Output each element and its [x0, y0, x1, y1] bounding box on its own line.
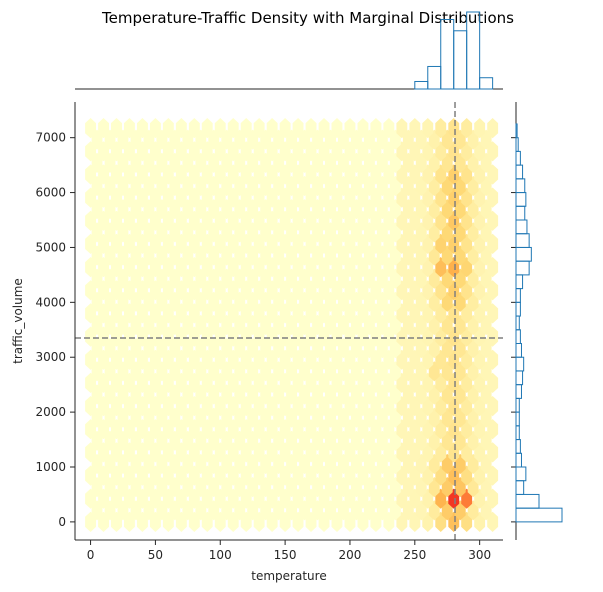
right-marginal-bar: [515, 301, 521, 317]
right-marginal-bar: [515, 480, 525, 495]
x-tick-label: 150: [274, 548, 297, 562]
hexbin-cell: [461, 118, 473, 139]
hexbin-cell: [474, 118, 486, 139]
hexbin-cell: [150, 118, 161, 139]
right-marginal-bar: [515, 493, 540, 509]
hexbin-cell: [357, 118, 369, 139]
right-marginal-bar: [515, 411, 520, 427]
hexbin-cell: [487, 118, 499, 139]
y-axis-label: traffic_volume: [11, 278, 25, 364]
right-marginal-ticks: [511, 137, 516, 523]
hexbin-layer: [85, 118, 499, 532]
hexbin-cell: [331, 118, 343, 139]
x-tick-label: 250: [403, 548, 426, 562]
y-tick-label: 2000: [35, 405, 66, 419]
y-tick-label: 5000: [35, 240, 66, 254]
right-marginal-bar: [515, 178, 526, 194]
y-ticks: 0 1000 2000 3000 4000 5000 6000 7000: [35, 131, 75, 529]
hexbin-cell: [201, 118, 213, 139]
hexbin-cell: [344, 118, 356, 139]
hexbin-cell: [435, 118, 447, 139]
hexbin-cell: [175, 118, 187, 139]
hexbin-cell: [137, 118, 148, 139]
hexbin-cell: [409, 118, 421, 139]
hexbin-cell: [162, 118, 174, 139]
hexbin-cell: [124, 118, 135, 139]
right-marginal-bar: [515, 370, 524, 386]
temperature-marginal-histogram: [75, 11, 503, 90]
y-tick-label: 7000: [35, 131, 66, 145]
right-marginal-bar: [515, 137, 519, 152]
x-tick-label: 200: [339, 548, 362, 562]
hexbin-cell: [279, 118, 291, 139]
hexbin-cell: [396, 118, 408, 139]
top-marginal-bar: [453, 30, 468, 90]
y-tick-label: 0: [58, 515, 66, 529]
x-axis-label: temperature: [251, 569, 326, 583]
right-marginal-bar: [515, 260, 530, 276]
right-marginal-bar: [515, 356, 525, 372]
right-marginal-bar: [515, 274, 524, 290]
hexbin-cell: [266, 118, 278, 139]
hexbin-cell: [383, 118, 395, 139]
hexbin-cell: [305, 118, 317, 139]
hexbin-cell: [98, 118, 109, 139]
y-tick-label: 4000: [35, 295, 66, 309]
x-ticks: 0 50 100 150 200 250 300: [87, 540, 491, 562]
hexbin-cell: [292, 118, 304, 139]
top-marginal-bar: [427, 65, 442, 90]
x-tick-label: 50: [148, 548, 163, 562]
right-marginal-bar: [515, 507, 563, 523]
hexbin-cell: [240, 118, 252, 139]
x-tick-label: 100: [209, 548, 232, 562]
hexbin-cell: [253, 118, 265, 139]
hexbin-cell: [85, 118, 96, 139]
hexbin-cell: [227, 118, 239, 139]
hexbin-cell: [370, 118, 382, 139]
right-marginal-bars: [515, 123, 563, 523]
chart-title: Temperature-Traffic Density with Margina…: [101, 9, 514, 27]
y-tick-label: 3000: [35, 350, 66, 364]
top-marginal-bar: [440, 19, 455, 90]
hexbin-cell: [422, 118, 434, 139]
right-marginal-bar: [515, 439, 521, 454]
right-marginal-bar: [515, 219, 528, 235]
joint-plot-area: 0 50 100 150 200 250 300 0 1000 2000 3000 4000 5000…: [11, 102, 503, 583]
hexbin-cell: [448, 118, 460, 139]
right-marginal-bar: [515, 246, 532, 262]
y-tick-label: 1000: [35, 460, 66, 474]
top-marginal-bar: [479, 77, 494, 90]
x-tick-label: 300: [468, 548, 491, 562]
right-marginal-bar: [515, 384, 522, 399]
hexbin-cell: [214, 118, 226, 139]
y-tick-label: 6000: [35, 186, 66, 200]
right-marginal-bar: [515, 288, 521, 303]
x-tick-label: 0: [87, 548, 95, 562]
hexbin-cell: [111, 118, 122, 139]
right-marginal-bar: [515, 397, 520, 413]
right-marginal-bar: [515, 233, 530, 248]
right-marginal-bar: [515, 466, 527, 482]
right-marginal-bar: [515, 205, 526, 221]
top-marginal-bar: [466, 11, 481, 90]
traffic-marginal-histogram: [511, 102, 563, 540]
top-marginal-bar: [414, 80, 429, 90]
hexbin-cell: [318, 118, 330, 139]
hexbin-cell: [188, 118, 200, 139]
right-marginal-bar: [515, 315, 520, 331]
right-marginal-bar: [515, 329, 521, 345]
right-marginal-bar: [515, 123, 518, 139]
right-marginal-bar: [515, 343, 522, 358]
right-marginal-bar: [515, 164, 524, 180]
right-marginal-bar: [515, 192, 527, 207]
right-marginal-bar: [515, 452, 522, 468]
right-marginal-bar: [515, 425, 520, 441]
top-marginal-bars: [414, 11, 494, 90]
right-marginal-bar: [515, 150, 521, 166]
